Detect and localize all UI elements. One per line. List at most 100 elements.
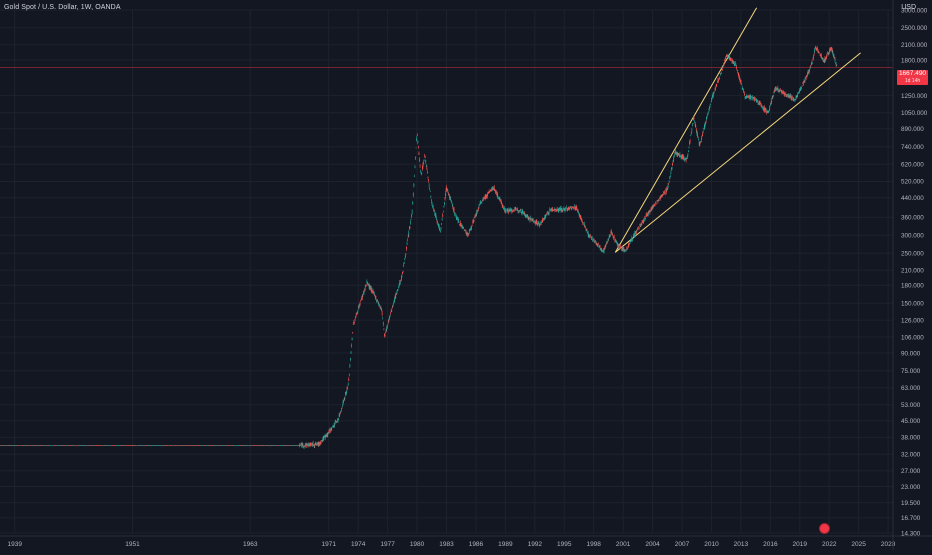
x-tick-label: 1998: [586, 541, 601, 548]
candle-body: [407, 244, 408, 245]
flag-icon[interactable]: [819, 523, 830, 534]
candle-body: [621, 248, 622, 249]
candle-body: [420, 165, 421, 166]
candle-body: [715, 88, 716, 89]
candle-body: [766, 109, 767, 110]
candle-body: [356, 315, 357, 316]
candle-body: [349, 365, 350, 367]
x-tick-label: 2016: [763, 541, 778, 548]
candle-body: [819, 52, 820, 53]
y-tick-label: 520.000: [901, 179, 924, 186]
candle-body: [311, 443, 312, 444]
candle-body: [334, 425, 335, 426]
x-tick-label: 2022: [822, 541, 837, 548]
candle-body: [433, 205, 434, 207]
y-tick-label: 300.000: [901, 233, 924, 240]
candle-body: [574, 207, 575, 209]
candle-body: [348, 379, 349, 381]
candle-body: [335, 422, 336, 424]
candle-body: [342, 406, 343, 407]
candle-body: [835, 59, 836, 61]
candle-body: [421, 173, 422, 174]
candle-body: [342, 408, 343, 409]
candle-body: [387, 324, 388, 325]
candle-body: [668, 184, 669, 185]
candle-body: [583, 222, 584, 223]
candle-body: [459, 222, 460, 223]
candle-body: [427, 172, 428, 173]
candle-body: [694, 118, 695, 119]
y-tick-label: 32.000: [901, 452, 921, 459]
candle-body: [673, 158, 674, 160]
candle-body: [812, 63, 813, 64]
candle-body: [741, 85, 742, 86]
candle-body: [346, 391, 347, 393]
candle-body: [444, 203, 445, 205]
candle-body: [456, 218, 457, 220]
candle-body: [381, 309, 382, 311]
candle-body: [805, 78, 806, 79]
candle-body: [728, 55, 729, 56]
candle-body: [447, 190, 448, 192]
candle-body: [498, 196, 499, 197]
candle-body: [631, 238, 632, 240]
candle-body: [772, 97, 773, 98]
candle-body: [331, 429, 332, 430]
candle-body: [552, 209, 553, 211]
candle-body: [722, 69, 723, 70]
x-tick-label: 1992: [528, 541, 543, 548]
candle-body: [672, 167, 673, 169]
candle-body: [516, 209, 517, 210]
candle-body: [670, 176, 671, 177]
candle-body: [710, 106, 711, 107]
candle-body: [504, 208, 505, 210]
candle-body: [517, 209, 518, 211]
candle-body: [573, 207, 574, 208]
candle-body: [637, 231, 638, 232]
candle-body: [404, 262, 405, 263]
y-tick-label: 250.000: [901, 250, 924, 257]
candle-body: [777, 88, 778, 89]
candle-body: [741, 81, 742, 82]
candle-body: [743, 90, 744, 91]
candle-body: [656, 202, 657, 204]
symbol-title[interactable]: Gold Spot / U.S. Dollar, 1W, OANDA: [4, 4, 121, 11]
candle-body: [698, 136, 699, 137]
candle-body: [832, 51, 833, 53]
candle-body: [678, 153, 679, 155]
x-tick-label: 2007: [675, 541, 690, 548]
candle-body: [419, 159, 420, 161]
candle-body: [426, 168, 427, 170]
y-tick-label: 106.000: [901, 334, 924, 341]
candle-body: [695, 126, 696, 127]
candle-body: [429, 188, 430, 189]
candle-body: [382, 318, 383, 319]
candle-body: [441, 228, 442, 229]
candle-body: [423, 163, 424, 164]
candle-body: [545, 216, 546, 217]
candle-body: [471, 228, 472, 229]
candle-body: [417, 141, 418, 143]
candle-body: [687, 158, 688, 159]
candle-body: [571, 208, 572, 209]
y-tick-label: 2100.000: [901, 42, 928, 49]
candle-body: [374, 293, 375, 294]
candle-body: [404, 260, 405, 261]
y-tick-label: 53.000: [901, 402, 921, 409]
candle-body: [668, 185, 669, 187]
y-tick-label: 740.000: [901, 144, 924, 151]
candle-body: [801, 88, 802, 89]
candle-body: [663, 194, 664, 195]
y-tick-label: 19.500: [901, 500, 921, 507]
candle-body: [639, 228, 640, 229]
candle-body: [569, 208, 570, 209]
candle-body: [688, 151, 689, 152]
candle-body: [469, 231, 470, 232]
candle-body: [769, 108, 770, 111]
candle-body: [428, 179, 429, 180]
currency-label: USD: [901, 4, 916, 11]
y-tick-label: 23.000: [901, 484, 921, 491]
candle-body: [501, 202, 502, 204]
